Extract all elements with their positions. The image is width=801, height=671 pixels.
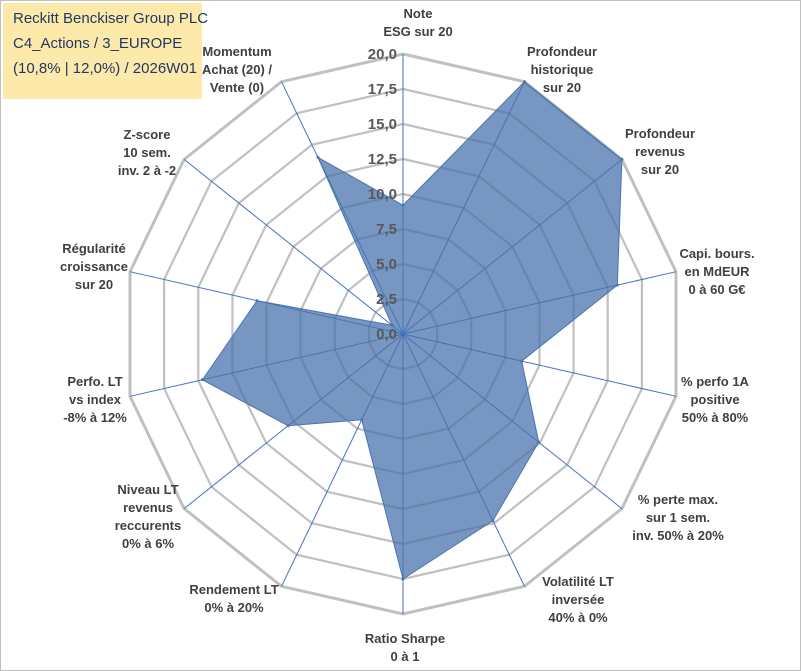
data-point (360, 418, 364, 422)
tick-label: 17,5 (368, 81, 397, 98)
data-point (286, 424, 290, 428)
title-line-2: C4_Actions / 3_EUROPE (13, 35, 183, 52)
data-point (255, 299, 259, 303)
data-point (491, 519, 495, 523)
axis-label: Profondeur revenus sur 20 (625, 126, 695, 177)
tick-label: 12,5 (368, 151, 397, 168)
tick-label: 10,0 (368, 186, 397, 203)
axis-label: Rendement LT 0% à 20% (189, 582, 278, 615)
axis-label: Perfo. LT vs index -8% à 12% (63, 374, 127, 425)
axis-label: Profondeur historique sur 20 (527, 44, 597, 95)
axis-labels: Note ESG sur 20 Profondeur historique sur 20… (60, 6, 755, 664)
axis-label: Niveau LT revenus reccurents 0% à 6% (115, 482, 181, 551)
axis-label: Régularité croissance sur 20 (60, 241, 128, 292)
axis-label: Volatilité LT inversée 40% à 0% (542, 574, 614, 625)
data-point (200, 378, 204, 382)
axis-label: % perte max. sur 1 sem. inv. 50% à 20% (632, 492, 724, 543)
data-point (537, 440, 541, 444)
tick-label: 0,0 (376, 326, 397, 343)
radial-tick-labels: 0,0 2,5 5,0 7,5 10,0 12,5 15,0 17,5 20,0 (368, 46, 397, 343)
axis-label: % perfo 1A positive 50% à 80% (681, 374, 750, 425)
axis-label: Capi. bours. en MdEUR 0 à 60 G€ (679, 246, 754, 297)
tick-label: 5,0 (376, 256, 397, 273)
data-point (615, 283, 619, 287)
axis-label: Ratio Sharpe 0 à 1 (365, 631, 445, 664)
data-point (390, 323, 394, 327)
axis-spoke (183, 159, 404, 335)
data-point (523, 80, 526, 84)
data-point (316, 155, 320, 159)
title-line-1: Reckitt Benckiser Group PLC (13, 10, 209, 27)
axis-label: Note ESG sur 20 (383, 6, 452, 39)
radar-series (200, 80, 624, 581)
series-area (201, 81, 623, 580)
data-point (401, 577, 405, 581)
tick-label: 20,0 (368, 46, 397, 63)
data-point (620, 157, 624, 161)
axis-label: Momentum Achat (20) / Vente (0) (202, 44, 272, 95)
title-line-3: (10,8% | 12,0%) / 2026W01 (13, 60, 197, 77)
title-box: Reckitt Benckiser Group PLC C4_Actions /… (3, 3, 208, 99)
tick-label: 2,5 (376, 291, 397, 308)
axis-label: Z-score 10 sem. inv. 2 à -2 (118, 127, 176, 178)
tick-label: 7,5 (376, 221, 397, 238)
data-point (401, 203, 405, 207)
tick-label: 15,0 (368, 116, 397, 133)
data-point (520, 359, 524, 363)
